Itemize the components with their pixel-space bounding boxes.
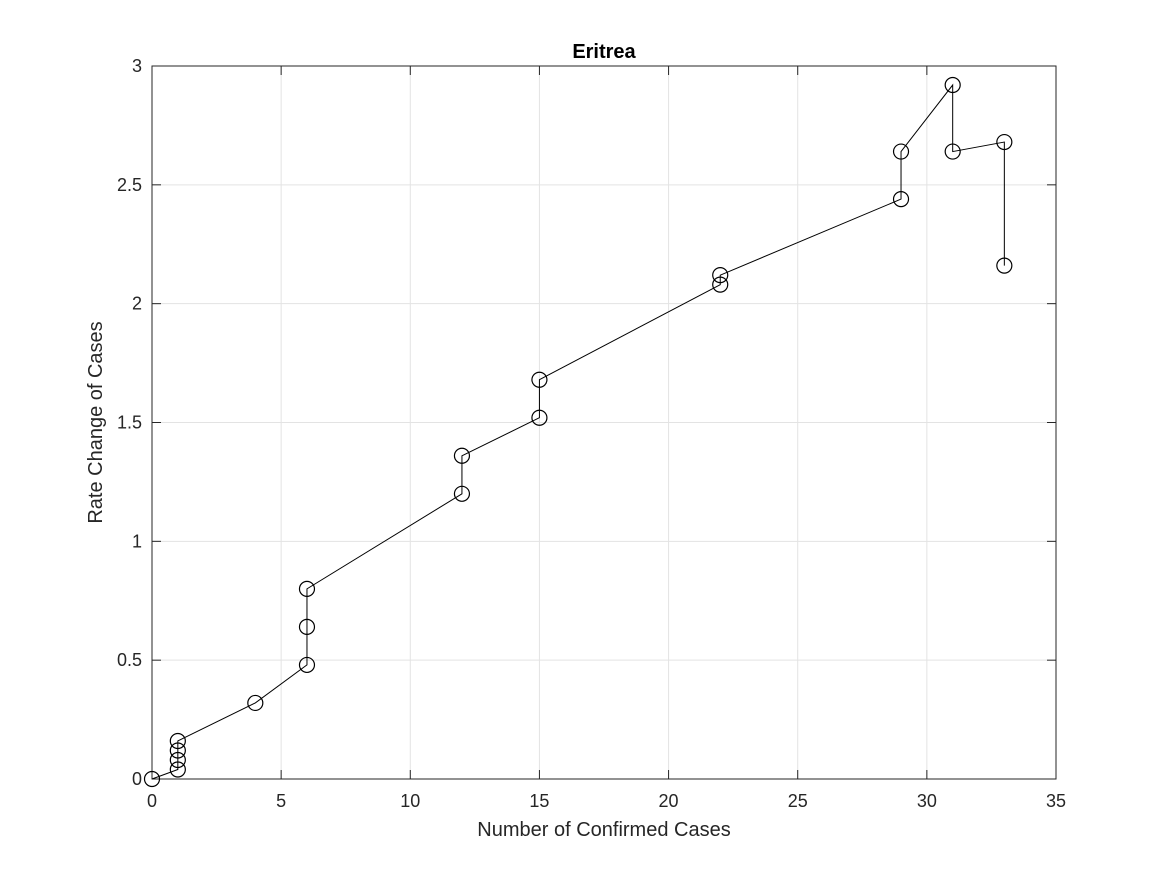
data-point-marker [712,276,729,293]
x-tick-label: 25 [788,791,808,811]
data-point-marker [996,257,1013,274]
x-axis-label: Number of Confirmed Cases [477,819,730,841]
data-point-marker [298,656,316,674]
data-point-marker [531,409,548,426]
y-tick-label: 2.5 [117,175,142,195]
data-point-marker [169,761,186,778]
y-tick-label: 2 [132,294,142,314]
data-point-marker [169,742,186,759]
data-series [143,76,1013,788]
data-point-marker [298,580,316,597]
data-point-marker [892,190,910,208]
y-axis-label: Rate Change of Cases [85,321,107,523]
data-point-marker [169,732,186,750]
y-tick-label: 0.5 [117,650,142,670]
data-point-marker [944,143,961,160]
x-tick-label: 35 [1046,791,1066,811]
data-point-marker [996,133,1013,151]
x-tick-label: 30 [917,791,937,811]
y-tick-label: 0 [132,769,142,789]
x-tick-label: 15 [529,791,549,811]
x-tick-label: 0 [147,791,157,811]
data-point-marker [298,618,316,635]
data-point-marker [453,485,471,502]
data-point-marker [944,76,961,94]
data-point-marker [143,770,161,788]
y-tick-label: 1 [132,531,142,551]
y-tick-label: 3 [132,56,142,76]
x-tick-label: 10 [400,791,420,811]
series-line [151,83,1005,780]
x-tick-label: 20 [659,791,679,811]
data-point-marker [531,371,548,388]
chart-title: Eritrea [572,41,636,63]
x-tick-label: 5 [276,791,286,811]
data-point-marker [169,751,186,769]
data-point-marker [453,447,471,464]
data-point-marker [712,267,729,284]
axis-ticks: 0 5 10 15 20 25 30 35 0 0.5 1 1.5 2 2.5 3 [117,56,1066,811]
data-point-marker [892,143,910,160]
y-tick-label: 1.5 [117,413,142,433]
grid-lines [151,65,1057,780]
data-point-marker [247,694,264,712]
